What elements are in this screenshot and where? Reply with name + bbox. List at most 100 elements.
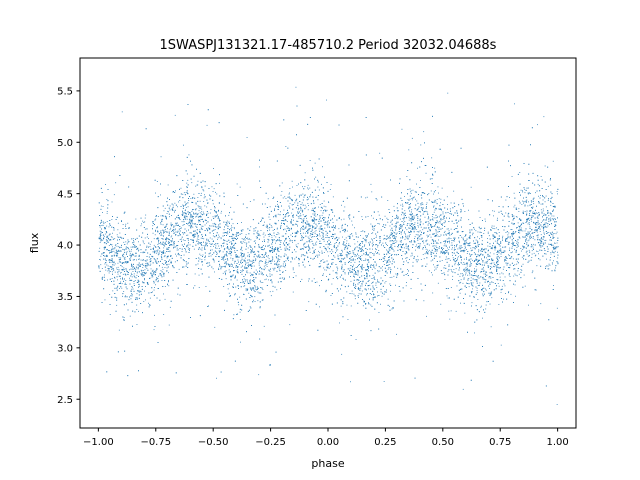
scatter-point [535,192,536,194]
scatter-point [519,218,520,219]
scatter-point [557,261,559,263]
scatter-point [425,204,427,205]
scatter-point [433,226,435,227]
scatter-point [447,297,449,299]
scatter-point [233,314,235,316]
scatter-point [123,291,125,292]
scatter-point [299,248,301,250]
scatter-point [323,238,325,240]
scatter-point [135,268,137,270]
scatter-point [225,274,226,276]
scatter-point [447,241,449,242]
scatter-point [248,292,250,294]
scatter-point [386,238,388,240]
scatter-point [450,228,452,230]
scatter-point [384,260,386,261]
scatter-point [278,220,279,222]
scatter-point [212,191,214,192]
scatter-point [140,225,142,227]
scatter-point [232,233,234,235]
scatter-point [362,305,364,307]
scatter-point [525,251,527,253]
scatter-point [371,191,373,193]
scatter-point [482,289,483,291]
scatter-point [313,278,315,280]
scatter-point [277,258,279,260]
scatter-point [452,247,453,249]
scatter-point [456,212,458,214]
scatter-point [453,190,455,192]
scatter-point [276,264,278,266]
scatter-point [350,252,352,254]
scatter-point [111,269,113,270]
scatter-point [288,230,289,231]
scatter-point [325,209,326,211]
scatter-point [122,278,123,279]
scatter-point [395,284,396,286]
scatter-point [109,225,111,226]
scatter-point [126,251,128,253]
scatter-point [162,242,164,243]
scatter-point [103,223,105,224]
scatter-point [282,263,284,265]
scatter-point [298,259,300,261]
scatter-point [496,241,498,243]
scatter-point [439,222,441,224]
scatter-point [343,242,344,244]
scatter-point [511,234,513,236]
scatter-point [432,219,434,221]
scatter-point [425,240,427,242]
scatter-point [554,242,556,244]
scatter-point [475,239,477,241]
scatter-point [344,206,346,208]
scatter-point [160,241,162,243]
scatter-point [355,286,357,287]
scatter-point [430,251,432,253]
scatter-point [198,239,200,240]
scatter-point [445,234,447,236]
scatter-point [202,237,203,239]
scatter-point [497,217,498,219]
scatter-point [493,236,495,238]
scatter-point [481,268,483,270]
scatter-point [125,269,127,271]
scatter-point [240,341,241,343]
scatter-point [105,262,106,263]
scatter-point [477,285,479,286]
scatter-point [422,265,424,267]
scatter-point [218,250,220,252]
scatter-point [375,263,377,265]
scatter-point [220,212,222,214]
scatter-point [387,221,389,223]
scatter-point [537,251,539,252]
scatter-point [523,202,524,204]
scatter-point [270,295,272,297]
scatter-point [460,281,462,283]
scatter-point [243,278,245,280]
scatter-point [433,201,435,203]
scatter-point [506,262,508,264]
scatter-point [304,195,306,196]
scatter-point [354,298,356,300]
scatter-point [183,192,185,194]
scatter-point [346,291,348,293]
scatter-point [249,287,251,289]
scatter-point [505,246,507,248]
scatter-point [164,252,166,254]
scatter-point [345,237,347,239]
scatter-point [231,225,232,227]
scatter-point [513,215,515,217]
scatter-point [194,285,196,287]
scatter-point [309,187,311,189]
scatter-point [379,270,381,272]
scatter-point [361,290,363,292]
scatter-point [426,202,428,204]
scatter-point [163,256,165,258]
scatter-point [189,212,191,214]
scatter-point [109,259,110,261]
scatter-point [121,287,123,289]
scatter-point [499,273,501,275]
scatter-point [372,228,373,230]
scatter-point [272,249,274,251]
scatter-point [319,285,320,287]
